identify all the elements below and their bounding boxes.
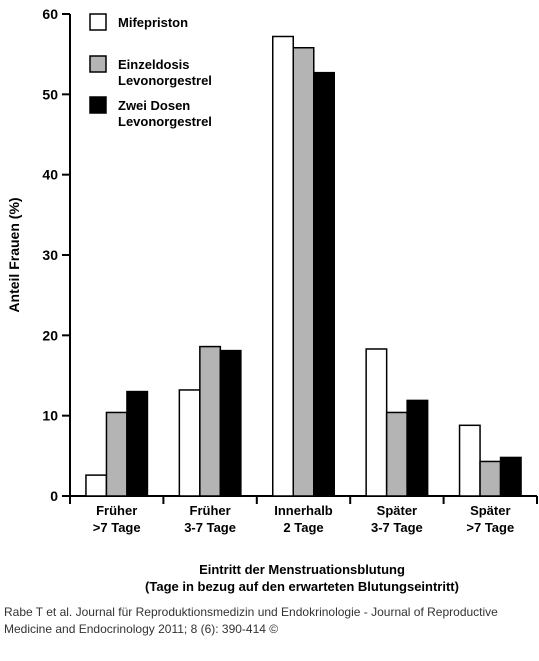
legend-label: Levonorgestrel [118, 73, 212, 88]
bar [499, 456, 522, 497]
x-axis-label: Eintritt der Menstruationsblutung [199, 562, 405, 577]
x-tick-label: 3-7 Tage [371, 520, 423, 535]
x-tick-label: Später [470, 503, 510, 518]
bar [199, 345, 222, 497]
y-tick-label: 30 [42, 247, 58, 263]
source-credit: Rabe T et al. Journal für Reproduktionsm… [4, 604, 534, 638]
legend-swatch [89, 13, 107, 31]
y-tick-label: 40 [42, 167, 58, 183]
bar [85, 474, 108, 497]
bar [313, 71, 335, 497]
legend-swatch [89, 96, 107, 114]
y-tick-label: 60 [42, 6, 58, 22]
legend: MifepristonEinzeldosisLevonorgestrelZwei… [89, 13, 212, 129]
bar [385, 411, 408, 497]
legend-label: Zwei Dosen [118, 98, 190, 113]
bar [458, 424, 481, 497]
legend-label: Levonorgestrel [118, 114, 212, 129]
bar [105, 411, 128, 497]
x-axis: Früher >7 Tage Früher 3-7 Tage Innerhalb 2 Ta… [69, 495, 538, 594]
x-tick-label: Später [377, 503, 417, 518]
y-tick-label: 0 [50, 488, 58, 504]
x-tick-label: Früher [96, 503, 137, 518]
y-tick-label: 50 [42, 86, 58, 102]
x-tick-label: >7 Tage [93, 520, 141, 535]
bar [272, 35, 294, 497]
credit-line-2: Medicine and Endocrinology 2011; 8 (6): … [4, 622, 279, 636]
bar [406, 399, 429, 497]
bar-chart: 0 10 20 30 40 50 60 Anteil Frauen (%) Früher >7 … [6, 6, 538, 594]
legend-label: Mifepriston [118, 15, 188, 30]
x-tick-label: 3-7 Tage [184, 520, 236, 535]
legend-label: Einzeldosis [118, 57, 190, 72]
bar [292, 46, 315, 497]
y-axis: 0 10 20 30 40 50 60 Anteil Frauen (%) [6, 6, 71, 504]
bars [85, 35, 522, 497]
credit-line-1: Rabe T et al. Journal für Reproduktionsm… [4, 605, 498, 619]
y-tick-label: 10 [42, 408, 58, 424]
bar [178, 389, 201, 497]
x-tick-label: Innerhalb [274, 503, 333, 518]
bar [219, 349, 242, 497]
y-tick-label: 20 [42, 327, 58, 343]
y-axis-label: Anteil Frauen (%) [6, 197, 22, 312]
bar [365, 348, 388, 497]
x-axis-label: (Tage in bezug auf den erwarteten Blutun… [145, 579, 459, 594]
bar [479, 460, 502, 497]
x-tick-label: Früher [190, 503, 231, 518]
legend-swatch [89, 55, 107, 73]
bar [126, 390, 149, 497]
x-tick-label: 2 Tage [283, 520, 323, 535]
x-tick-label: >7 Tage [466, 520, 514, 535]
